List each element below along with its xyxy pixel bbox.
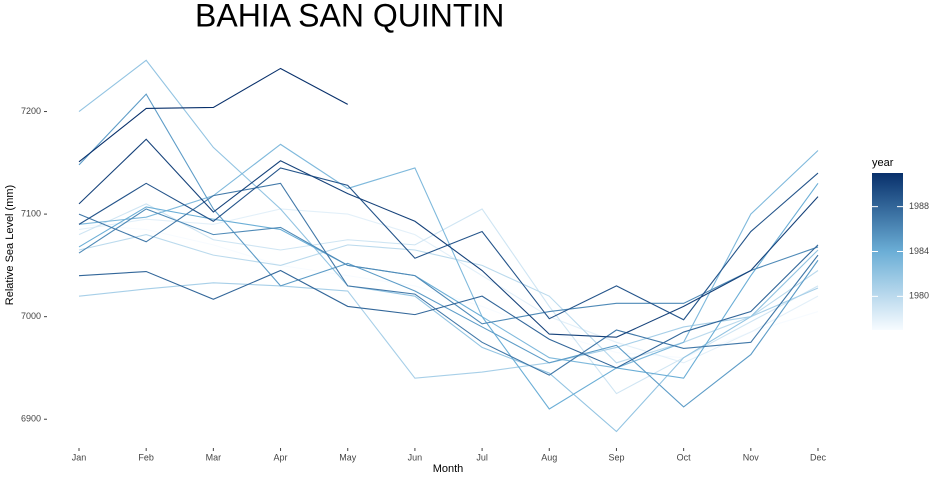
x-tick-label: Jun — [408, 452, 423, 462]
series-line — [78, 208, 819, 325]
x-tick-label: Sep — [608, 452, 624, 462]
series-line — [78, 59, 819, 433]
series-line — [78, 208, 819, 364]
colorbar-tick-label: 1984 — [909, 246, 929, 256]
x-tick-label: Mar — [206, 452, 222, 462]
colorbar-tick-label: 1980 — [909, 291, 929, 301]
legend-title: year — [872, 157, 894, 169]
series-line — [78, 138, 819, 338]
series-line — [78, 167, 819, 321]
x-tick-label: Nov — [743, 452, 760, 462]
series-line — [78, 182, 819, 376]
y-tick-label: 6900 — [21, 414, 41, 424]
series-line — [78, 282, 819, 379]
y-tick-label: 7000 — [21, 311, 41, 321]
series-line — [78, 244, 819, 369]
x-tick-label: Apr — [274, 452, 288, 462]
colorbar-tick-label: 1988 — [909, 201, 929, 211]
y-tick-label: 7100 — [21, 208, 41, 218]
series-line — [78, 143, 819, 369]
x-tick-label: Feb — [138, 452, 154, 462]
y-axis-label: Relative Sea Level (mm) — [4, 185, 16, 305]
x-tick-label: Jul — [476, 452, 488, 462]
x-tick-label: Jan — [72, 452, 87, 462]
series-line — [78, 203, 819, 395]
x-axis-label: Month — [433, 463, 464, 475]
chart-title: BAHIA SAN QUINTIN — [195, 0, 504, 33]
series-line — [78, 67, 348, 163]
x-tick-label: Aug — [541, 452, 557, 462]
series-line — [78, 93, 819, 408]
y-tick-label: 7200 — [21, 106, 41, 116]
series-line — [78, 183, 819, 410]
series-line — [78, 234, 819, 364]
x-tick-label: May — [339, 452, 357, 462]
x-tick-label: Oct — [677, 452, 692, 462]
x-tick-label: Dec — [810, 452, 827, 462]
